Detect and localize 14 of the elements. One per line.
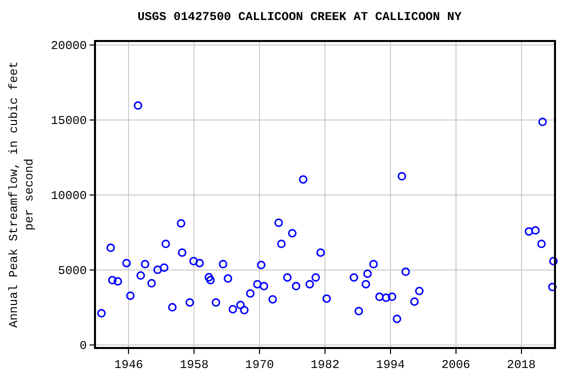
y-tick-label: 20000	[50, 39, 87, 54]
y-tick-label: 5000	[58, 264, 87, 278]
x-tick-label: 1982	[310, 358, 340, 372]
x-tick-label: 1946	[114, 358, 144, 372]
x-tick-label: 1970	[245, 358, 274, 372]
y-tick-label: 10000	[50, 189, 87, 204]
y-tick-label: 15000	[50, 114, 87, 128]
x-tick-label: 2006	[441, 358, 470, 372]
x-tick-label: 1958	[180, 358, 209, 372]
chart-title: USGS 01427500 CALLICOON CREEK AT CALLICOON NY	[137, 10, 462, 24]
x-tick-label: 1994	[376, 358, 405, 372]
x-tick-label: 2018	[506, 358, 536, 372]
y-axis-title: Annual Peak Streamflow, in cubic feet per second	[7, 61, 37, 328]
y-tick-label: 0	[80, 338, 87, 353]
